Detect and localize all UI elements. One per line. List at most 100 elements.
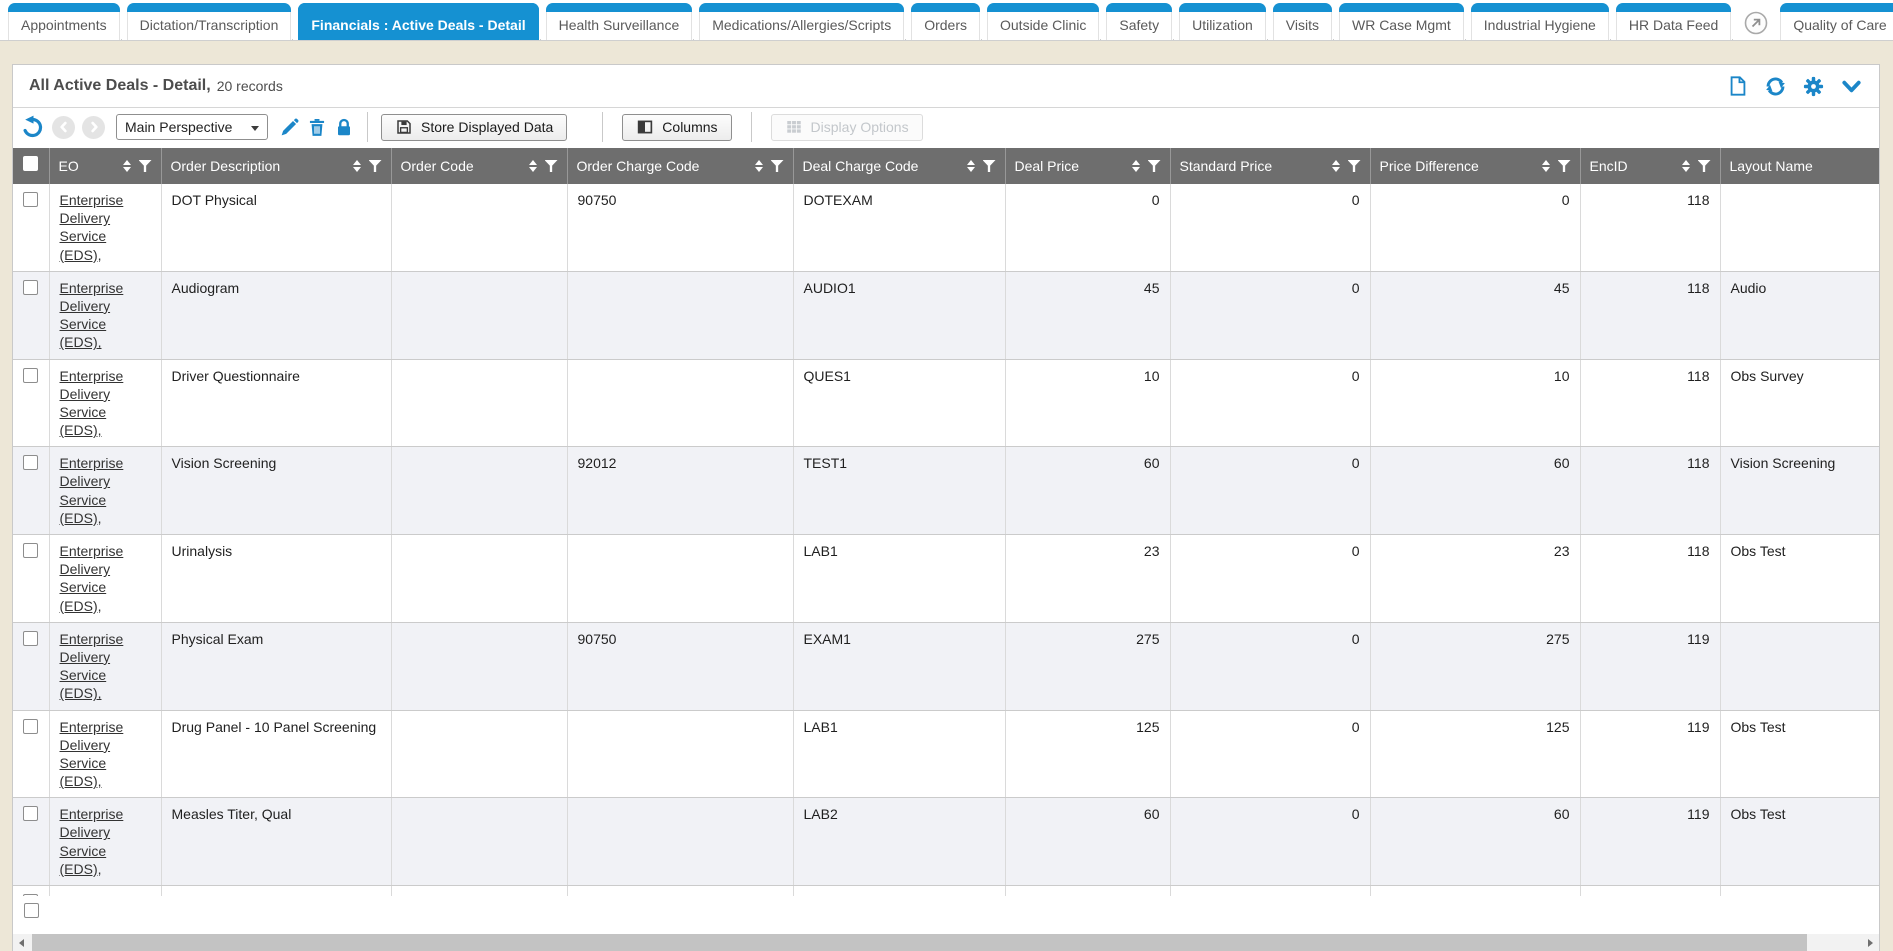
new-document-icon[interactable] <box>1727 75 1749 97</box>
filter-icon[interactable] <box>544 160 558 172</box>
tab-hr-data-feed[interactable]: HR Data Feed <box>1615 3 1734 40</box>
filter-icon[interactable] <box>770 160 784 172</box>
column-header-order_charge_code[interactable]: Order Charge Code <box>567 148 794 184</box>
perspective-select[interactable]: Main Perspective <box>117 115 267 139</box>
horizontal-scrollbar[interactable] <box>13 934 1879 951</box>
eo-link[interactable]: Enterprise Delivery Service (EDS), <box>60 894 124 896</box>
eo-link[interactable]: Enterprise Delivery Service (EDS), <box>59 630 124 702</box>
tab-fold-icon <box>688 39 695 40</box>
tab-medications-allergies-scripts[interactable]: Medications/Allergies/Scripts <box>699 3 907 40</box>
eo-link[interactable]: Enterprise Delivery Service (EDS), <box>59 279 124 351</box>
columns-button[interactable]: Columns <box>622 113 732 141</box>
store-displayed-data-button[interactable]: Store Displayed Data <box>381 113 568 141</box>
sort-icon[interactable] <box>122 160 131 172</box>
back-icon[interactable] <box>52 115 75 139</box>
refresh-icon[interactable] <box>1764 75 1787 98</box>
scroll-left-arrow-icon[interactable] <box>13 934 30 951</box>
eo-link[interactable]: Enterprise Delivery Service (EDS), <box>59 718 124 790</box>
tab-utilization[interactable]: Utilization <box>1179 3 1268 40</box>
sort-icon[interactable] <box>966 160 975 172</box>
tab-financials-active-deals-detail[interactable]: Financials : Active Deals - Detail <box>298 3 541 40</box>
tab-health-surveillance[interactable]: Health Surveillance <box>545 3 695 40</box>
cell-deal_charge_code: QUES1 <box>793 359 1006 448</box>
scroll-right-arrow-icon[interactable] <box>1862 934 1879 951</box>
column-header-deal_charge_code[interactable]: Deal Charge Code <box>793 148 1006 184</box>
sort-icon[interactable] <box>528 160 537 172</box>
select-all-checkbox[interactable] <box>23 156 39 171</box>
tab-quality-of-care[interactable]: Quality of Care <box>1780 3 1893 40</box>
cell-deal_price: 45 <box>1005 271 1171 360</box>
sort-icon[interactable] <box>1131 160 1140 172</box>
filter-icon[interactable] <box>1147 160 1161 172</box>
cell-eo: Enterprise Delivery Service (EDS), <box>49 885 162 896</box>
tab-appointments[interactable]: Appointments <box>7 3 122 40</box>
forward-icon[interactable] <box>82 115 105 139</box>
sort-icon[interactable] <box>1681 160 1690 172</box>
settings-gear-icon[interactable] <box>1802 75 1825 98</box>
row-checkbox[interactable] <box>23 806 39 822</box>
tab-dictation-transcription[interactable]: Dictation/Transcription <box>126 3 294 40</box>
tab-fold-icon <box>1459 39 1466 40</box>
column-header-order_code[interactable]: Order Code <box>391 148 568 184</box>
column-header-price_difference[interactable]: Price Difference <box>1370 148 1581 184</box>
column-header-standard_price[interactable]: Standard Price <box>1170 148 1371 184</box>
filter-icon[interactable] <box>368 160 382 172</box>
row-checkbox[interactable] <box>23 718 39 734</box>
edit-pencil-icon[interactable] <box>279 117 300 138</box>
footer-row-checkbox[interactable] <box>24 903 39 918</box>
column-header-layout_name[interactable]: Layout Name <box>1720 148 1879 184</box>
filter-icon[interactable] <box>1697 160 1711 172</box>
tab-orders[interactable]: Orders <box>911 3 982 40</box>
column-header-enc_id[interactable]: EncID <box>1580 148 1721 184</box>
tab-outside-clinic[interactable]: Outside Clinic <box>987 3 1102 40</box>
column-header-deal_price[interactable]: Deal Price <box>1005 148 1171 184</box>
cell-order_charge_code <box>567 710 794 799</box>
sort-icon[interactable] <box>352 160 361 172</box>
column-header-order_description[interactable]: Order Description <box>161 148 392 184</box>
tab-label: Quality of Care <box>1793 17 1887 33</box>
eo-link[interactable]: Enterprise Delivery Service (EDS), <box>59 455 124 526</box>
row-checkbox[interactable] <box>23 894 39 896</box>
row-checkbox[interactable] <box>23 455 39 471</box>
undo-icon[interactable] <box>21 115 45 139</box>
cell-order_code <box>391 622 568 711</box>
tab-safety[interactable]: Safety <box>1106 3 1175 40</box>
filter-icon[interactable] <box>138 160 152 172</box>
row-checkbox[interactable] <box>23 192 39 207</box>
row-checkbox[interactable] <box>23 630 39 646</box>
row-checkbox[interactable] <box>23 367 39 383</box>
cell-standard_price: 0 <box>1170 446 1371 535</box>
sort-icon[interactable] <box>1331 160 1340 172</box>
eo-link[interactable]: Enterprise Delivery Service (EDS), <box>59 806 124 877</box>
eo-link[interactable]: Enterprise Delivery Service (EDS), <box>59 543 124 614</box>
cell-order_code <box>391 710 568 799</box>
cell-deal_charge_code: LAB2 <box>793 797 1006 886</box>
delete-trash-icon[interactable] <box>307 117 327 138</box>
row-select-cell <box>13 885 50 896</box>
tab-label: Outside Clinic <box>1000 17 1087 33</box>
filter-icon[interactable] <box>1557 160 1571 172</box>
cell-order_code <box>391 446 568 535</box>
filter-icon[interactable] <box>982 160 996 172</box>
scrollbar-thumb[interactable] <box>32 934 1807 951</box>
cell-deal_price: 10 <box>1005 359 1171 448</box>
table-row: Enterprise Delivery Service (EDS), Audiog… <box>13 271 1879 360</box>
tab-wr-case-mgmt[interactable]: WR Case Mgmt <box>1338 3 1466 40</box>
row-checkbox[interactable] <box>23 279 39 295</box>
row-checkbox[interactable] <box>23 543 39 558</box>
tab-industrial-hygiene[interactable]: Industrial Hygiene <box>1470 3 1611 40</box>
sort-icon[interactable] <box>1541 160 1550 172</box>
open-external-circle-icon[interactable] <box>1743 10 1769 36</box>
active-deals-panel: All Active Deals - Detail, 20 records <box>12 64 1880 951</box>
eo-link[interactable]: Enterprise Delivery Service (EDS), <box>59 192 124 263</box>
filter-icon[interactable] <box>1347 160 1361 172</box>
cell-price_difference: 275 <box>1370 622 1581 711</box>
collapse-chevron-icon[interactable] <box>1840 75 1863 98</box>
cell-layout_name: Obs Test <box>1720 710 1879 799</box>
eo-link[interactable]: Enterprise Delivery Service (EDS), <box>59 367 124 439</box>
table-row: Enterprise Delivery Service (EDS), Mumps … <box>13 885 1879 896</box>
sort-icon[interactable] <box>754 160 763 172</box>
lock-icon[interactable] <box>334 117 354 138</box>
tab-visits[interactable]: Visits <box>1272 3 1334 40</box>
column-header-eo[interactable]: EO <box>49 148 162 184</box>
